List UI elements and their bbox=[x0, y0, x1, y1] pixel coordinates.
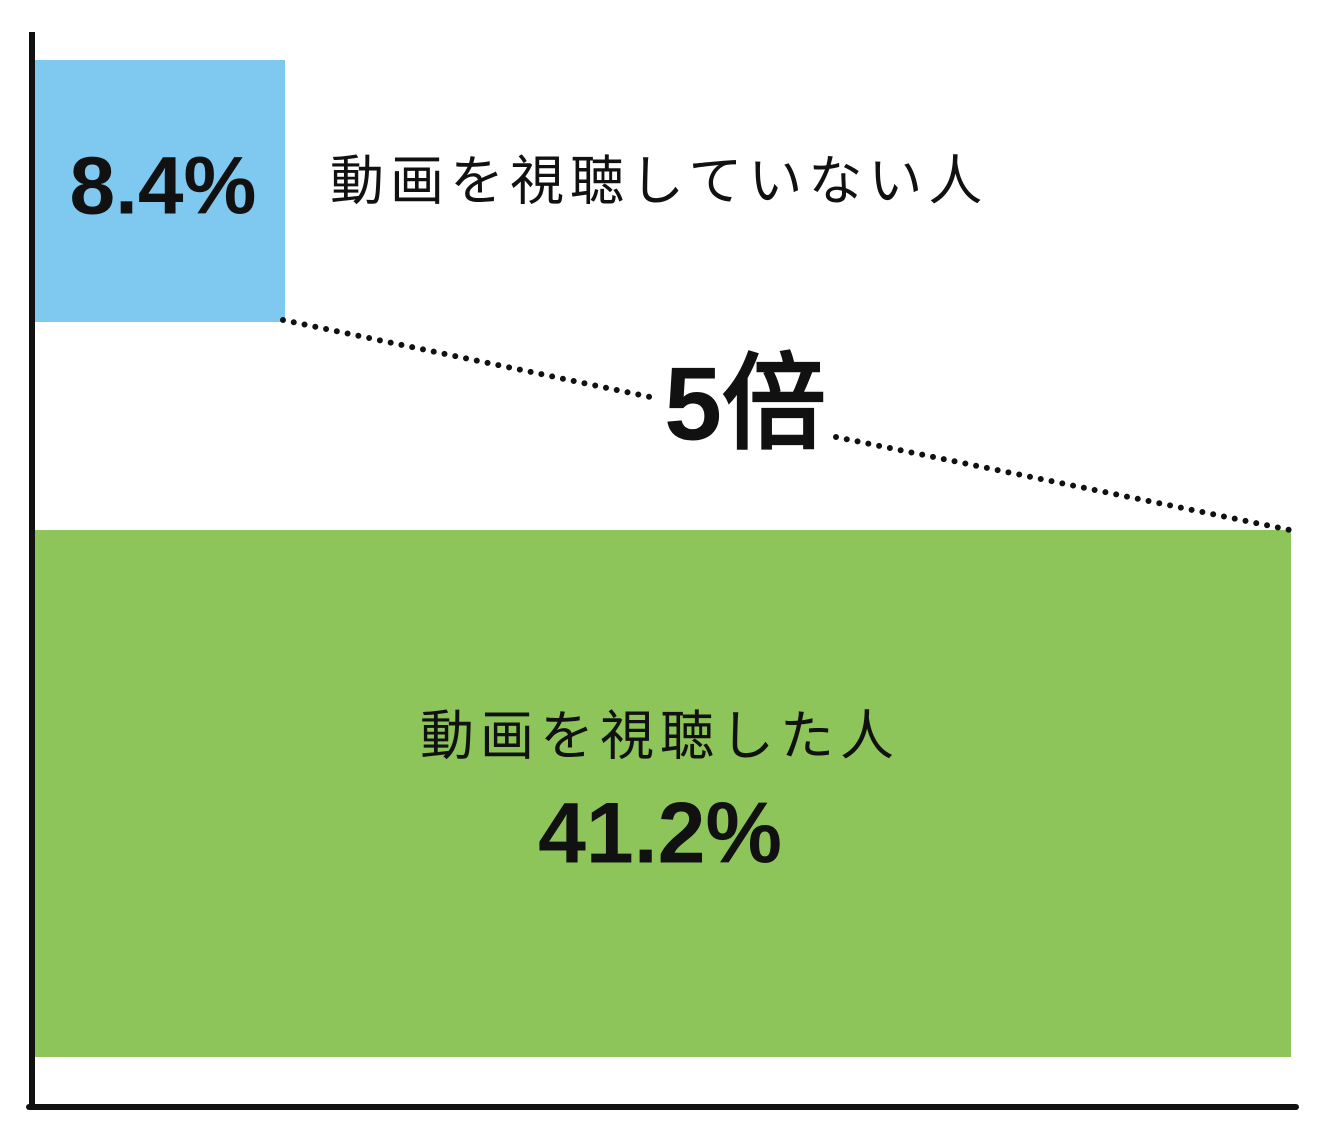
category-label: 動画を視聴した人 bbox=[420, 705, 900, 768]
annotation: 5倍 bbox=[664, 346, 826, 462]
box bbox=[35, 60, 285, 322]
value-label: 8.4% bbox=[70, 141, 257, 232]
connector bbox=[833, 434, 1293, 533]
connector bbox=[280, 317, 658, 401]
value-label: 41.2% bbox=[538, 786, 782, 882]
box bbox=[35, 530, 1291, 1057]
category-label: 動画を視聴していない人 bbox=[330, 150, 988, 213]
